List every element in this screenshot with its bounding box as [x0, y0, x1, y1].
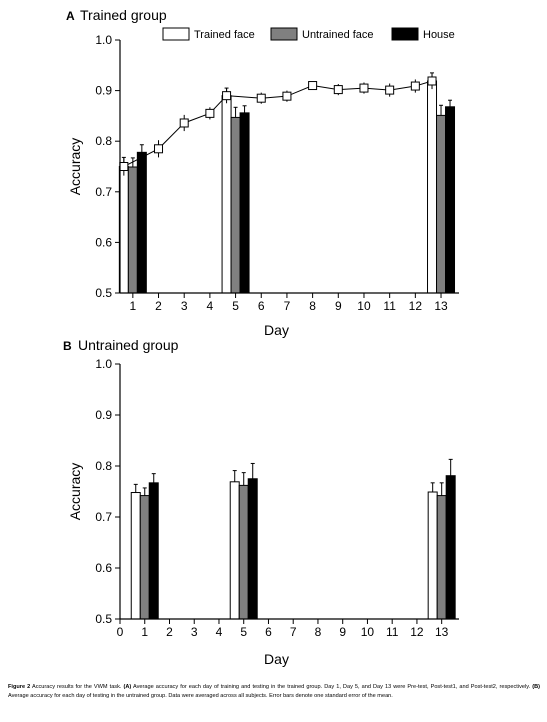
x-tick-label: 4: [207, 299, 214, 313]
y-tick-label: 0.9: [95, 408, 112, 422]
caption-b-text: Average accuracy for each day of testing…: [8, 693, 393, 699]
y-tick-label: 0.8: [95, 459, 112, 473]
y-tick-label: 0.5: [95, 286, 112, 300]
bar: [247, 478, 258, 620]
caption-b-label: (B): [532, 684, 540, 690]
y-tick-label: 0.6: [95, 561, 112, 575]
line-point: [333, 85, 343, 95]
y-tick-label: 0.7: [95, 185, 112, 199]
line-point: [359, 83, 369, 93]
x-tick-label: 13: [435, 625, 449, 639]
bar: [445, 106, 456, 294]
bar: [238, 484, 249, 620]
line-point: [119, 162, 129, 171]
line-point: [282, 91, 292, 101]
legend-label: Untrained face: [302, 29, 374, 41]
legend-swatch: [270, 27, 298, 41]
bar: [239, 112, 250, 294]
x-tick-label: 6: [265, 625, 272, 639]
caption-figure-label: Figure 2: [8, 684, 31, 690]
legend-label: Trained face: [194, 29, 255, 41]
bar: [136, 151, 147, 294]
x-tick-label: 10: [357, 299, 371, 313]
bar: [436, 114, 447, 294]
panel-letter: A: [66, 9, 75, 23]
x-tick-label: 9: [335, 299, 342, 313]
panel-letter: B: [63, 339, 72, 353]
bar: [230, 116, 241, 294]
y-tick-label: 0.8: [95, 134, 112, 148]
bar: [436, 495, 447, 620]
line-point: [205, 108, 215, 118]
caption-a-text: Average accuracy for each day of trainin…: [131, 684, 533, 690]
bar: [118, 166, 129, 294]
line-point: [308, 81, 318, 91]
caption-intro: Accuracy results for the VWM task.: [30, 684, 124, 690]
y-tick-label: 0.6: [95, 235, 112, 249]
panel-title: Untrained group: [78, 337, 179, 353]
panel-title: Trained group: [80, 7, 167, 23]
bar: [445, 475, 456, 620]
x-tick-label: 3: [181, 299, 188, 313]
bar: [130, 492, 141, 620]
y-tick-label: 0.9: [95, 84, 112, 98]
x-tick-label: 1: [129, 299, 136, 313]
caption-a-label: (A): [123, 684, 132, 690]
legend-label: House: [423, 29, 455, 41]
x-tick-label: 2: [155, 299, 162, 313]
bar: [148, 482, 159, 620]
line-point: [385, 85, 395, 95]
x-tick-label: 2: [166, 625, 173, 639]
x-tick-label: 12: [410, 625, 424, 639]
x-tick-label: 7: [284, 299, 291, 313]
bar: [427, 491, 438, 620]
bar: [221, 95, 232, 294]
x-axis-label: Day: [264, 322, 289, 338]
x-tick-label: 3: [191, 625, 198, 639]
bar: [427, 80, 438, 294]
x-tick-label: 11: [386, 625, 399, 639]
x-tick-label: 7: [290, 625, 297, 639]
legend-swatch: [162, 27, 190, 41]
line-point: [154, 144, 164, 154]
x-tick-label: 9: [339, 625, 346, 639]
figure-caption: Figure 2 Accuracy results for the VWM ta…: [8, 683, 540, 701]
y-tick-label: 0.5: [95, 612, 112, 626]
legend-swatch: [391, 27, 419, 41]
line-point: [222, 91, 232, 101]
x-tick-label: 10: [361, 625, 375, 639]
x-tick-label: 13: [434, 299, 448, 313]
line-point: [256, 93, 266, 103]
x-tick-label: 8: [309, 299, 316, 313]
y-tick-label: 1.0: [95, 357, 112, 371]
y-tick-label: 0.7: [95, 510, 112, 524]
x-tick-label: 1: [141, 625, 148, 639]
line-point: [179, 118, 189, 128]
x-tick-label: 8: [315, 625, 322, 639]
line-point: [410, 81, 420, 91]
line-point: [427, 76, 437, 86]
x-axis-label: Day: [264, 651, 289, 667]
bar: [229, 481, 240, 620]
y-axis-label: Accuracy: [67, 463, 83, 521]
x-tick-label: 5: [240, 625, 247, 639]
x-tick-label: 4: [216, 625, 223, 639]
x-tick-label: 0: [117, 625, 124, 639]
y-axis-label: Accuracy: [67, 138, 83, 196]
bar: [127, 166, 138, 294]
x-tick-label: 5: [232, 299, 239, 313]
x-tick-label: 12: [409, 299, 423, 313]
x-tick-label: 11: [383, 299, 396, 313]
x-tick-label: 6: [258, 299, 265, 313]
y-tick-label: 1.0: [95, 33, 112, 47]
bar: [139, 495, 150, 620]
